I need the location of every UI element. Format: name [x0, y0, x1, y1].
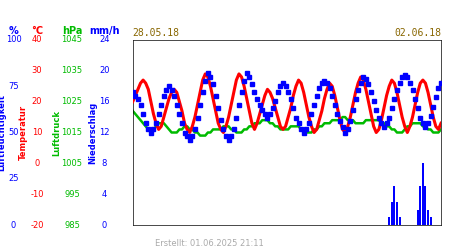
Bar [393, 186, 396, 225]
Text: 1015: 1015 [62, 128, 82, 137]
Text: hPa: hPa [62, 26, 82, 36]
Text: 02.06.18: 02.06.18 [394, 28, 441, 38]
Bar [396, 202, 398, 225]
Text: 4: 4 [102, 190, 107, 199]
Text: 30: 30 [32, 66, 42, 75]
Bar [391, 202, 393, 225]
Text: mm/h: mm/h [89, 26, 120, 36]
Text: Temperatur: Temperatur [19, 105, 28, 160]
Text: 1005: 1005 [62, 159, 82, 168]
Bar [430, 217, 432, 225]
Text: Luftdruck: Luftdruck [52, 110, 61, 156]
Text: 24: 24 [99, 36, 110, 44]
Text: 1025: 1025 [62, 97, 82, 106]
Text: 1045: 1045 [62, 36, 82, 44]
Text: 20: 20 [32, 97, 42, 106]
Text: 10: 10 [32, 128, 42, 137]
Text: Erstellt: 01.06.2025 21:11: Erstellt: 01.06.2025 21:11 [155, 238, 264, 248]
Bar [424, 186, 427, 225]
Text: °C: °C [31, 26, 43, 36]
Text: %: % [9, 26, 18, 36]
Text: 985: 985 [64, 220, 80, 230]
Bar [399, 217, 400, 225]
Bar [427, 210, 429, 225]
Text: 20: 20 [99, 66, 110, 75]
Text: 995: 995 [64, 190, 80, 199]
Text: 100: 100 [5, 36, 22, 44]
Text: 0: 0 [102, 220, 107, 230]
Text: 75: 75 [8, 82, 19, 91]
Text: 1035: 1035 [62, 66, 82, 75]
Text: 0: 0 [11, 220, 16, 230]
Text: 0: 0 [34, 159, 40, 168]
Text: 16: 16 [99, 97, 110, 106]
Text: Niederschlag: Niederschlag [88, 102, 97, 164]
Text: 28.05.18: 28.05.18 [133, 28, 180, 38]
Text: 8: 8 [102, 159, 107, 168]
Text: 50: 50 [8, 128, 19, 137]
Text: -20: -20 [30, 220, 44, 230]
Bar [388, 217, 390, 225]
Text: 40: 40 [32, 36, 42, 44]
Bar [419, 186, 421, 225]
Bar [417, 210, 419, 225]
Text: 25: 25 [8, 174, 19, 183]
Text: -10: -10 [30, 190, 44, 199]
Text: 12: 12 [99, 128, 110, 137]
Bar [422, 163, 424, 225]
Text: Luftfeuchtigkeit: Luftfeuchtigkeit [0, 94, 6, 171]
